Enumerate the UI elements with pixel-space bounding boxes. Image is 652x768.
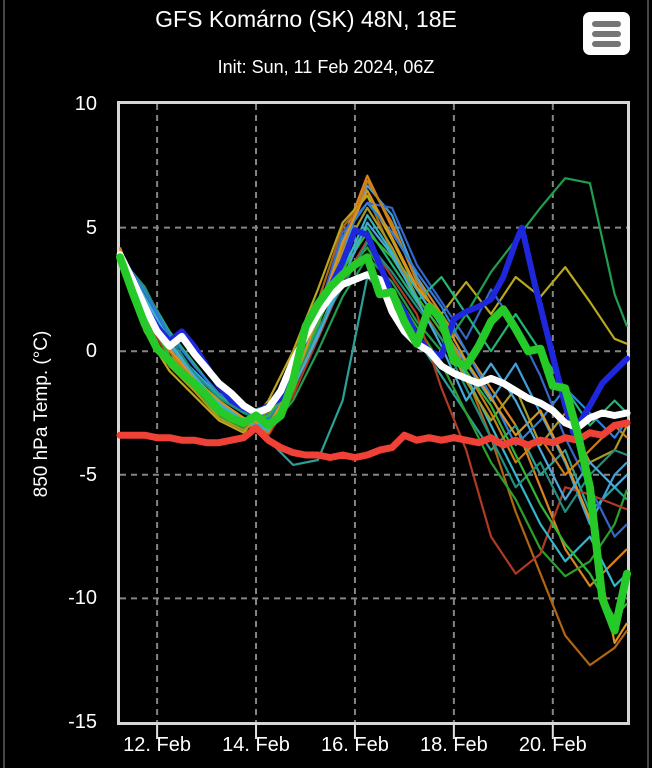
ensemble-member-line — [119, 201, 628, 447]
y-tick-label: 0 — [85, 340, 97, 363]
y-tick-label: -5 — [79, 463, 97, 486]
left-edge-strip — [3, 0, 5, 768]
series-green-thick — [116, 253, 631, 635]
series-red-thick — [116, 419, 631, 461]
x-tick-label: 16. Feb — [321, 734, 389, 756]
y-tick-label: 10 — [74, 93, 97, 115]
ensemble-member-line — [118, 206, 628, 464]
y-tick-label: -10 — [68, 587, 97, 610]
y-tick-label: 5 — [85, 216, 97, 239]
y-tick-label: -15 — [68, 711, 97, 733]
x-tick-label: 14. Feb — [222, 734, 290, 756]
x-tick-label: 12. Feb — [123, 734, 191, 756]
page-title: GFS Komárno (SK) 48N, 18E — [155, 6, 457, 32]
hamburger-icon — [592, 20, 621, 27]
ensemble-temperature-chart — [116, 104, 631, 739]
hamburger-icon — [592, 30, 621, 37]
menu-button[interactable] — [583, 12, 630, 55]
x-tick-label: 18. Feb — [419, 734, 488, 756]
init-time-subtitle: Init: Sun, 11 Feb 2024, 06Z — [217, 57, 435, 77]
right-edge-strip — [647, 0, 649, 768]
hamburger-icon — [592, 40, 621, 47]
x-tick-label: 20. Feb — [518, 734, 587, 756]
